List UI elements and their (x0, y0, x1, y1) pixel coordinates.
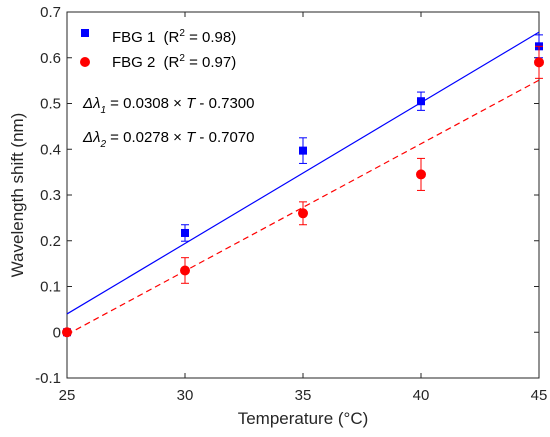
equation-2-rhs-a: = 0.0278 × (106, 129, 186, 146)
legend: FBG 1 (R2 = 0.98) FBG 2 (R2 = 0.97) (80, 28, 236, 71)
axes: 25 30 35 40 45 -0.1 0 0.1 0.2 0.3 0.4 0.5 0.6 0.7 (35, 4, 547, 404)
legend-fbg1-r2-sup: 2 (179, 28, 185, 39)
equation-2: Δλ2 = 0.0278 × T - 0.7070 (82, 129, 254, 150)
equation-1-rhs-a: = 0.0308 × (106, 95, 186, 112)
legend-fbg1-r2-open: (R (164, 29, 180, 46)
legend-fbg1-r2-value: = 0.98) (185, 29, 236, 46)
x-tick-label-4: 45 (531, 387, 548, 404)
legend-marker-fbg1 (81, 29, 89, 37)
y-tick-label-7: 0.6 (40, 50, 61, 67)
x-tick-label-2: 35 (295, 387, 312, 404)
equation-1-lhs: Δλ (82, 95, 100, 112)
y-tick-label-5: 0.4 (40, 141, 61, 158)
y-tick-label-6: 0.5 (40, 96, 61, 113)
y-tick-label-8: 0.7 (40, 4, 61, 21)
fbg2-point-3 (416, 169, 426, 180)
legend-fbg2-r2-sup: 2 (179, 53, 185, 64)
equation-2-sub: 2 (99, 139, 106, 150)
equation-1-sub: 1 (100, 105, 106, 116)
fbg2-point-1 (180, 265, 190, 276)
equation-1: Δλ1 = 0.0308 × T - 0.7300 (82, 95, 254, 116)
plot-area (66, 11, 540, 379)
equation-1-var: T (186, 95, 197, 112)
y-tick-label-2: 0.1 (40, 279, 61, 296)
equation-2-var: T (186, 129, 197, 146)
x-tick-label-3: 40 (413, 387, 430, 404)
x-axis-title: Temperature (°C) (238, 409, 369, 428)
y-axis-title: Wavelength shift (nm) (8, 113, 27, 278)
x-tick-label-0: 25 (59, 387, 76, 404)
legend-fbg2-name: FBG 2 (112, 54, 155, 71)
fbg1-point-1 (181, 228, 189, 237)
legend-marker-fbg2 (80, 57, 90, 67)
series-layer (62, 31, 544, 338)
fbg1-point-2 (299, 146, 307, 155)
legend-fbg2-r2-value: = 0.97) (185, 54, 236, 71)
y-tick-label-0: -0.1 (35, 370, 61, 387)
legend-label-fbg2: FBG 2 (R2 = 0.97) (112, 53, 236, 71)
y-tick-label-3: 0.2 (40, 233, 61, 250)
legend-label-fbg1: FBG 1 (R2 = 0.98) (112, 28, 236, 46)
fbg2-point-0 (62, 327, 72, 338)
equation-2-rhs-b: - 0.7070 (195, 129, 254, 146)
fbg2-point-2 (298, 208, 308, 219)
equation-2-lhs: Δλ (82, 129, 100, 146)
fbg2-point-4 (534, 57, 544, 68)
legend-fbg1-name: FBG 1 (112, 29, 155, 46)
legend-fbg2-r2-open: (R (164, 54, 180, 71)
fbg1-point-3 (417, 97, 425, 106)
fbg1-fit-line (66, 31, 540, 315)
equation-1-rhs-b: - 0.7300 (195, 95, 254, 112)
y-tick-label-1: 0 (53, 324, 61, 341)
x-tick-label-1: 30 (177, 387, 194, 404)
y-tick-label-4: 0.3 (40, 187, 61, 204)
